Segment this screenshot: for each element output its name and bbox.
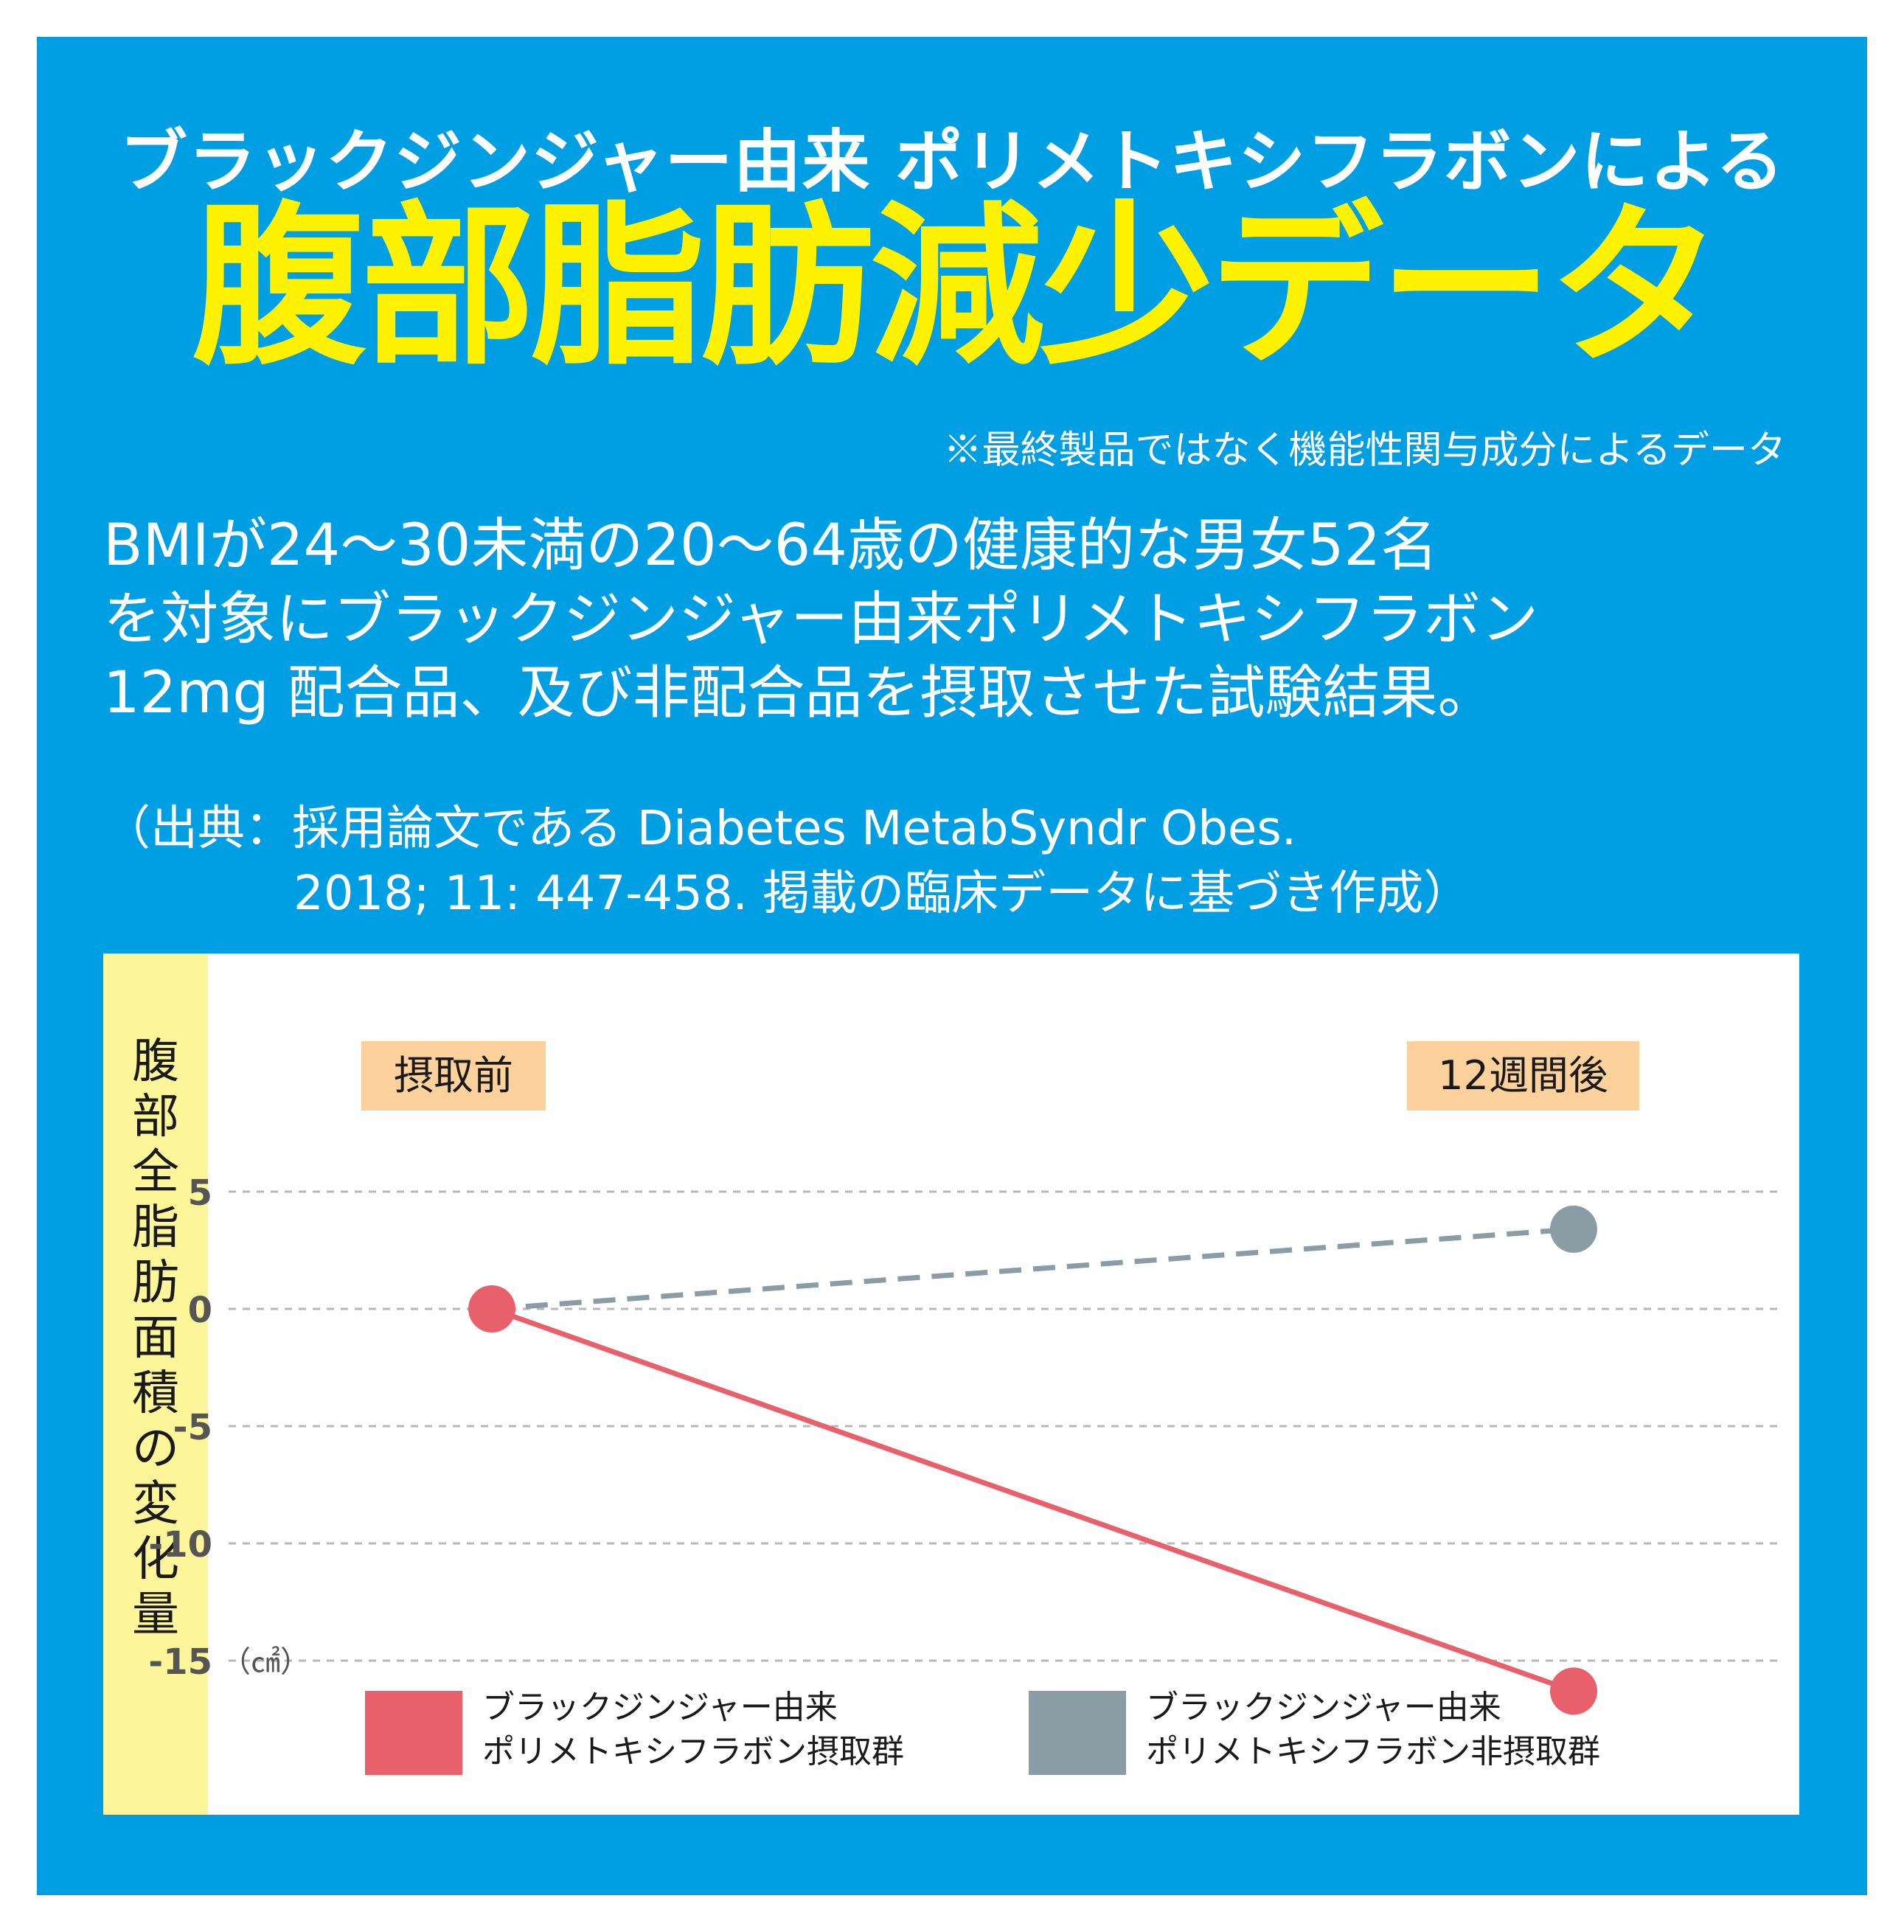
data-point-intake: [468, 1285, 515, 1332]
data-point-intake: [1550, 1667, 1597, 1715]
study-description: BMIが24〜30未満の20〜64歳の健康的な男女52名 を対象にブラックジンジ…: [103, 509, 1814, 730]
series-line-non-intake: [491, 1226, 1574, 1312]
gridlines: [229, 1190, 1781, 1662]
description-line: を対象にブラックジンジャー由来ポリメトキシフラボン: [103, 586, 1539, 653]
source-line: 2018; 11: 447-458. 掲載の臨床データに基づき作成）: [293, 866, 1471, 921]
y-axis-label-strip: 腹 部 全 脂 肪 面 積 の 変 化 量: [103, 953, 208, 1815]
data-points: [468, 1205, 1597, 1715]
main-panel: ブラックジンジャー由来 ポリメトキシフラボンによる 腹部脂肪減少データ ※最終製…: [37, 37, 1867, 1895]
y-tick-label: -15: [148, 1641, 212, 1683]
description-line: 12mg 配合品、及び非配合品を摂取させた試験結果。: [103, 660, 1495, 726]
legend-line: ポリメトキシフラボン摂取群: [482, 1733, 904, 1771]
y-axis-unit: （㎠）: [221, 1645, 310, 1679]
category-label-before: 摂取前: [361, 1041, 546, 1111]
legend-swatch-non-intake: [1029, 1691, 1126, 1775]
y-tick-label: -10: [148, 1524, 212, 1566]
series-line-intake: [490, 1306, 1575, 1694]
legend-line: ポリメトキシフラボン非摂取群: [1146, 1733, 1600, 1771]
category-label-after: 12週間後: [1407, 1041, 1639, 1111]
legend-line: ブラックジンジャー由来: [1146, 1689, 1501, 1726]
legend-swatch-intake: [365, 1691, 462, 1775]
y-tick-labels: 5 0 -5 -10 -15: [148, 1172, 212, 1683]
data-point-non-intake: [1550, 1205, 1597, 1253]
line-chart: 5 0 -5 -10 -15: [148, 1172, 1781, 1715]
source-line: （出典：採用論文である Diabetes MetabSyndr Obes.: [103, 802, 1297, 856]
description-line: BMIが24〜30未満の20〜64歳の健康的な男女52名: [103, 512, 1439, 579]
series-lines: [490, 1226, 1575, 1694]
chart-area: 腹 部 全 脂 肪 面 積 の 変 化 量 5 0 -5 -10 -15 摂取前 12週…: [103, 953, 1799, 1815]
page-title: 腹部脂肪減少データ: [191, 184, 1723, 389]
disclaimer-note: ※最終製品ではなく機能性関与成分によるデータ: [943, 428, 1786, 473]
legend-line: ブラックジンジャー由来: [482, 1689, 838, 1726]
y-axis-label: 腹 部 全 脂 肪 面 積 の 変 化 量: [132, 1035, 179, 1642]
legend-label-non-intake: ブラックジンジャー由来 ポリメトキシフラボン非摂取群: [1146, 1686, 1600, 1774]
legend-label-intake: ブラックジンジャー由来 ポリメトキシフラボン摂取群: [482, 1686, 904, 1774]
y-tick-label: 0: [188, 1290, 212, 1331]
y-tick-label: 5: [188, 1172, 212, 1214]
subtitle: ブラックジンジャー由来 ポリメトキシフラボンによる: [119, 122, 1785, 201]
source-citation: （出典：採用論文である Diabetes MetabSyndr Obes. 20…: [103, 796, 1470, 926]
y-tick-label: -5: [173, 1407, 212, 1448]
